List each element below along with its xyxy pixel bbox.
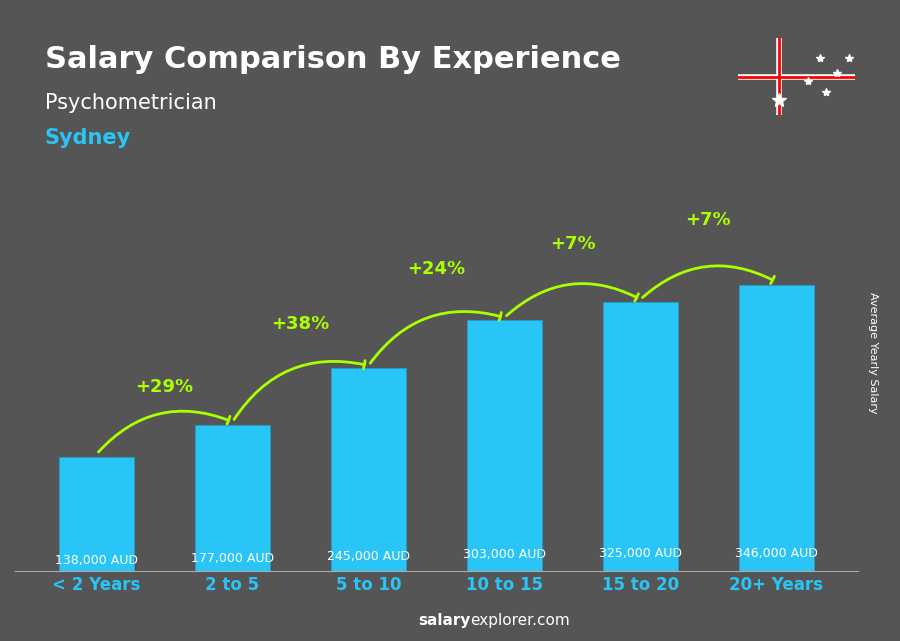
Bar [739,285,814,571]
Text: 138,000 AUD: 138,000 AUD [55,554,138,567]
Text: explorer.com: explorer.com [470,613,570,628]
Text: 245,000 AUD: 245,000 AUD [327,550,410,563]
Text: 346,000 AUD: 346,000 AUD [735,547,818,560]
Text: 177,000 AUD: 177,000 AUD [191,553,274,565]
Bar [603,302,678,571]
Text: Sydney: Sydney [45,128,131,148]
Text: +29%: +29% [136,378,194,396]
Text: Salary Comparison By Experience: Salary Comparison By Experience [45,45,621,74]
Text: 303,000 AUD: 303,000 AUD [463,548,546,561]
Text: +7%: +7% [686,211,731,229]
Text: +7%: +7% [550,235,595,253]
Text: Psychometrician: Psychometrician [45,93,217,113]
Text: +38%: +38% [272,315,329,333]
Text: +24%: +24% [408,260,465,278]
Bar [59,457,134,571]
Bar [195,424,270,571]
Text: 325,000 AUD: 325,000 AUD [599,547,682,560]
Text: Average Yearly Salary: Average Yearly Salary [868,292,878,413]
Text: salary: salary [418,613,471,628]
Bar [467,320,542,571]
Bar [331,369,406,571]
